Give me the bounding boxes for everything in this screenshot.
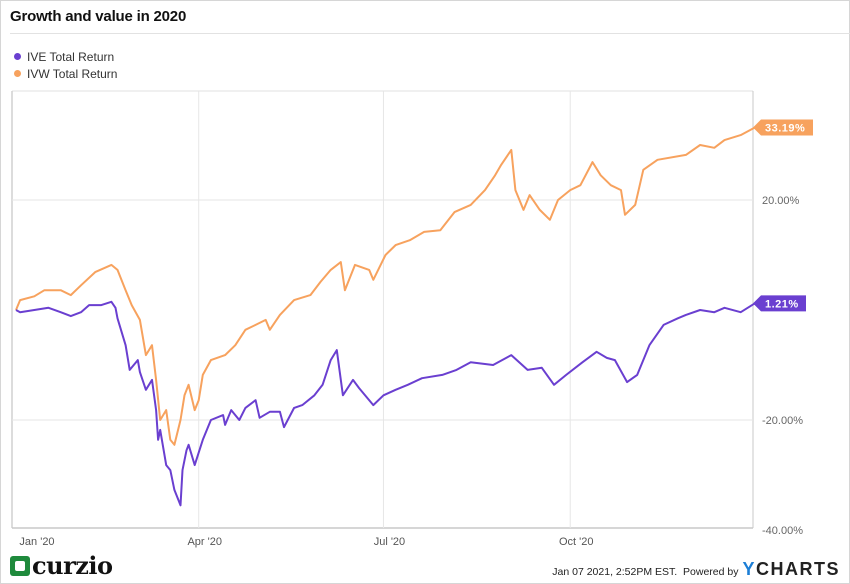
end-label-flag: [753, 119, 813, 136]
footer-right: Jan 07 2021, 2:52PM EST. Powered by YCHA…: [552, 558, 840, 580]
end-label-flag: [753, 295, 806, 312]
timestamp: Jan 07 2021, 2:52PM EST.: [552, 566, 678, 578]
powered-by: Powered by: [683, 566, 739, 578]
series-line-ive: [15, 300, 756, 507]
title-divider: [10, 33, 850, 34]
legend-dot-ivw-icon: [14, 70, 21, 77]
y-tick-label: -40.00%: [762, 525, 803, 537]
ycharts-y: Y: [742, 559, 756, 579]
legend-item-ivw[interactable]: IVW Total Return: [14, 65, 117, 82]
y-tick-label: 20.00%: [762, 195, 800, 207]
series-line-ivw: [15, 126, 756, 446]
curzio-logo: curzio: [10, 551, 113, 580]
ycharts-logo[interactable]: YCHARTS: [742, 558, 840, 580]
ycharts-rest: CHARTS: [756, 559, 840, 579]
legend-label-ive: IVE Total Return: [27, 49, 115, 64]
end-value-label: 1.21%: [765, 298, 799, 310]
logo-text: curzio: [32, 551, 113, 580]
y-tick-label: -20.00%: [762, 415, 803, 427]
curzio-logo-icon: [10, 556, 30, 576]
x-tick-label: Oct '20: [559, 536, 594, 548]
footer-timestamp: Jan 07 2021, 2:52PM EST. Powered by: [552, 566, 738, 578]
legend: IVE Total Return IVW Total Return: [14, 48, 117, 82]
x-tick-label: Apr '20: [187, 536, 222, 548]
chart-title: Growth and value in 2020: [10, 8, 187, 25]
x-tick-label: Jan '20: [19, 536, 54, 548]
legend-label-ivw: IVW Total Return: [27, 66, 118, 81]
x-tick-label: Jul '20: [374, 536, 405, 548]
legend-dot-ive-icon: [14, 53, 21, 60]
end-value-label: 33.19%: [765, 122, 805, 134]
legend-item-ive[interactable]: IVE Total Return: [14, 48, 117, 65]
